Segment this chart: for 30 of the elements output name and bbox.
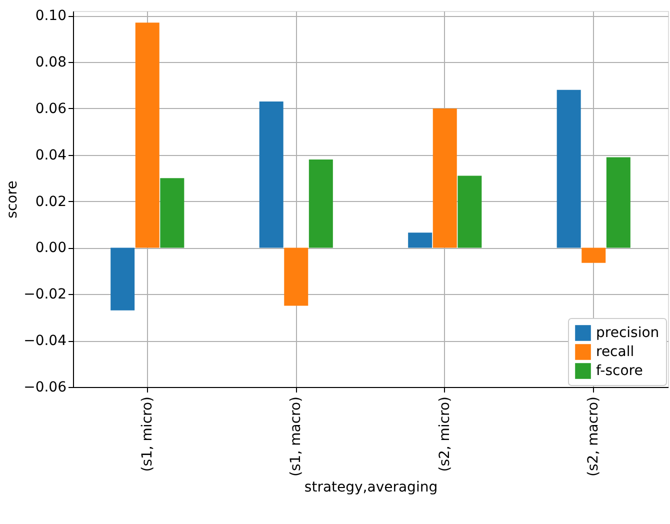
bar: [284, 248, 308, 306]
x-tick-label: (s1, macro): [288, 396, 304, 476]
y-tick-label: 0.08: [35, 54, 66, 71]
y-tick-label: 0.10: [35, 8, 66, 24]
y-tick-label: −0.02: [24, 286, 66, 303]
bar: [259, 102, 284, 248]
bar: [556, 90, 581, 248]
bar: [432, 108, 457, 248]
bar: [458, 176, 482, 248]
y-tick-label: 0.04: [35, 147, 67, 164]
x-tick-label: (s2, macro): [586, 396, 602, 476]
y-tick-label: 0.02: [35, 194, 66, 210]
bar: [160, 178, 184, 248]
legend-label: precision: [596, 325, 660, 341]
y-tick-label: −0.04: [24, 333, 67, 350]
y-tick-label: −0.06: [24, 380, 67, 396]
bar: [408, 232, 432, 248]
bar: [135, 22, 160, 248]
legend-label: f-score: [596, 363, 643, 379]
bar: [110, 248, 135, 310]
y-tick-label: 0.00: [35, 240, 66, 256]
y-axis-title: score: [4, 180, 21, 218]
y-tick-label: 0.06: [35, 100, 67, 117]
x-tick-label: (s2, micro): [436, 396, 453, 472]
x-tick-label: (s1, micro): [139, 396, 156, 472]
bar: [582, 248, 606, 263]
bar: [606, 157, 630, 248]
x-axis-title: strategy,averaging: [304, 479, 438, 496]
legend-label: recall: [596, 344, 634, 360]
bar: [308, 160, 333, 248]
